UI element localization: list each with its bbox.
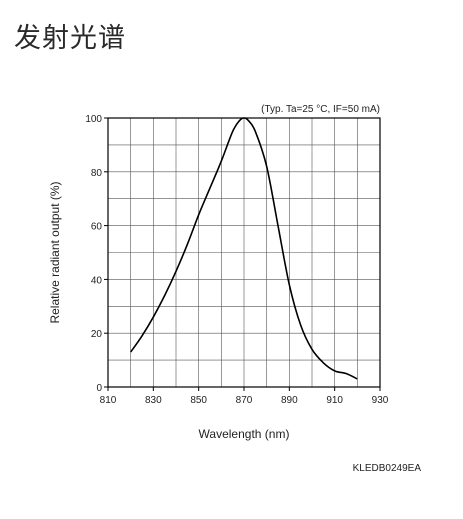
x-tick-label: 810 — [100, 395, 117, 406]
x-tick-label: 910 — [326, 395, 343, 406]
x-tick-label: 890 — [281, 395, 298, 406]
x-tick-labels: 810 830 850 870 890 910 930 — [100, 395, 389, 406]
y-tick-label: 0 — [96, 383, 102, 394]
y-tick-labels: 0 20 40 60 80 100 — [85, 114, 102, 394]
y-tick-label: 20 — [91, 329, 103, 340]
y-tick-label: 80 — [91, 168, 103, 179]
x-tick-label: 870 — [236, 395, 253, 406]
y-tick-label: 100 — [85, 114, 102, 125]
tick-marks — [104, 117, 381, 391]
figure-code-label: KLEDB0249EA — [353, 463, 422, 474]
grid-lines — [108, 118, 380, 387]
measurement-condition-label: (Typ. Ta=25 °C, IF=50 mA) — [261, 104, 380, 115]
y-tick-label: 60 — [91, 222, 103, 233]
page-title: 发射光谱 — [14, 23, 126, 54]
x-tick-label: 850 — [190, 395, 207, 406]
spectrum-curve — [130, 117, 358, 380]
y-tick-label: 40 — [91, 275, 103, 286]
x-axis-title: Wavelength (nm) — [199, 427, 290, 441]
x-tick-label: 830 — [145, 395, 162, 406]
y-axis-title: Relative radiant output (%) — [48, 181, 62, 323]
x-tick-label: 930 — [372, 395, 389, 406]
